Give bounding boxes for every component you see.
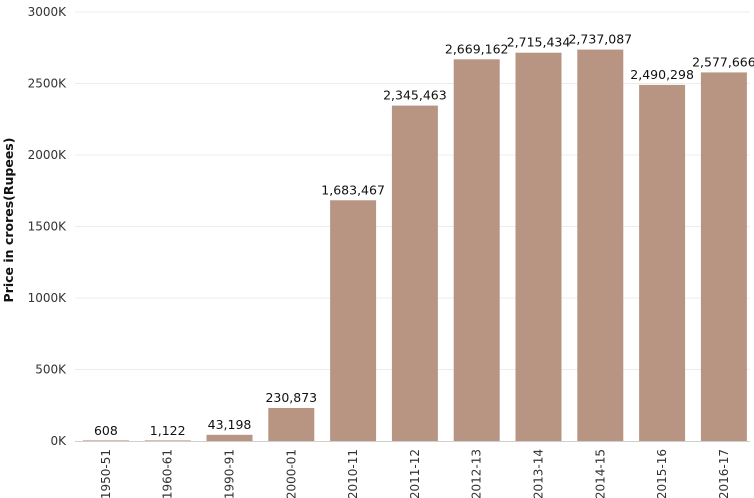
x-tick-label: 2015-16	[655, 449, 669, 498]
x-tick-label: 2010-11	[346, 449, 360, 498]
bar	[206, 434, 253, 441]
x-axis-ticks: 1950-51 1960-61 1990-91 2000-01 2010-11 2011-…	[99, 449, 731, 498]
y-tick-label: 1500K	[28, 220, 68, 234]
bar	[391, 105, 438, 442]
bar	[639, 84, 686, 441]
data-label: 2,715,434	[507, 35, 571, 50]
x-tick-label: 2013-14	[532, 449, 546, 498]
bar	[577, 49, 624, 441]
data-label: 1,122	[150, 423, 186, 438]
bar	[330, 200, 377, 441]
bar	[700, 72, 747, 441]
x-tick-label: 2014-15	[593, 449, 607, 498]
data-label: 2,577,666	[692, 54, 754, 69]
x-tick-label: 2011-12	[408, 449, 422, 498]
y-tick-label: 500K	[35, 363, 67, 377]
y-tick-label: 2000K	[28, 148, 68, 162]
y-tick-label: 3000K	[28, 5, 68, 19]
data-label: 608	[94, 423, 118, 438]
data-label: 2,737,087	[568, 32, 632, 47]
bar	[268, 407, 315, 441]
x-tick-label: 2000-01	[284, 449, 298, 498]
y-tick-label: 2500K	[28, 77, 68, 91]
data-label: 43,198	[208, 417, 252, 432]
data-label: 1,683,467	[321, 182, 385, 197]
x-tick-label: 2012-13	[470, 449, 484, 498]
data-label: 2,345,463	[383, 88, 447, 103]
y-axis-ticks: 0K 500K 1000K 1500K 2000K 2500K 3000K	[28, 5, 68, 448]
x-tick-label: 2016-17	[717, 449, 731, 498]
bar	[453, 59, 500, 441]
data-label: 2,669,162	[445, 41, 509, 56]
y-tick-label: 1000K	[28, 291, 68, 305]
x-tick-label: 1990-91	[223, 449, 237, 498]
data-labels: 608 1,122 43,198 230,873 1,683,467 2,345,463 2…	[94, 32, 754, 438]
bar	[82, 440, 129, 441]
x-tick-label: 1960-61	[161, 449, 175, 498]
bars	[82, 49, 747, 442]
x-tick-label: 1950-51	[99, 449, 113, 498]
bar	[144, 440, 191, 441]
y-axis-title: Price in crores(Rupees)	[1, 138, 16, 303]
data-label: 230,873	[265, 390, 317, 405]
bar	[515, 52, 562, 442]
y-tick-label: 0K	[50, 434, 67, 448]
data-label: 2,490,298	[630, 67, 694, 82]
